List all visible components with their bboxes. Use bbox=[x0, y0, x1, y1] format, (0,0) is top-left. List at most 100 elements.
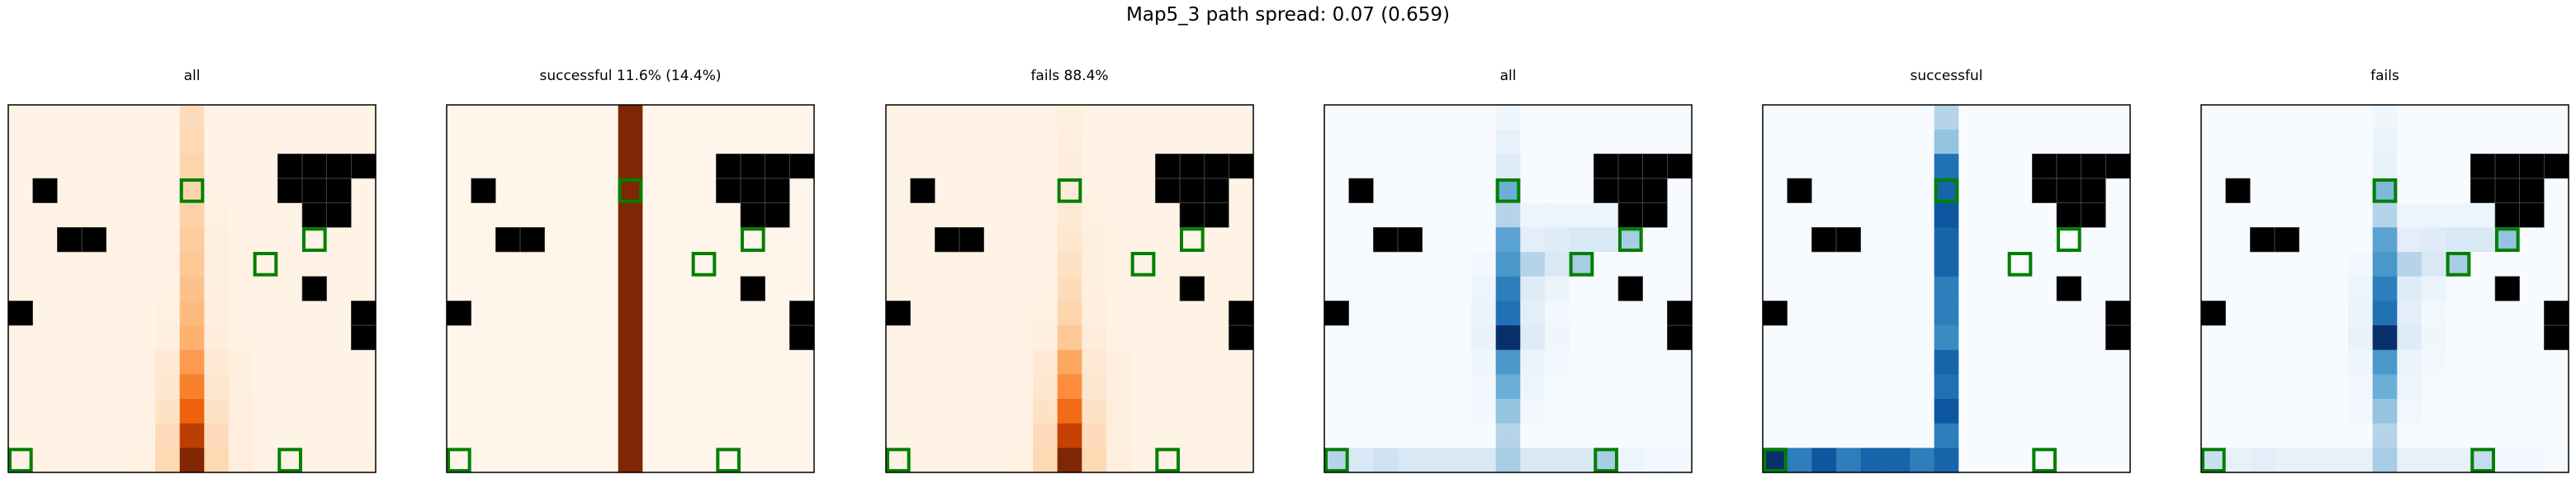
heatmap-cell bbox=[2519, 448, 2545, 473]
heatmap-cell bbox=[1520, 252, 1546, 277]
heatmap-cell bbox=[1520, 374, 1546, 400]
heatmap-cell bbox=[910, 202, 935, 228]
heatmap-cell bbox=[569, 301, 594, 326]
heatmap-cell bbox=[1787, 105, 1812, 130]
heatmap-cell bbox=[2007, 374, 2033, 400]
heatmap-cell bbox=[983, 448, 1009, 473]
heatmap-cell bbox=[1860, 178, 1886, 204]
heatmap-cell bbox=[2519, 129, 2545, 154]
heatmap-cell bbox=[1910, 448, 1935, 473]
target-marker bbox=[1180, 227, 1205, 252]
heatmap-cell bbox=[642, 325, 668, 351]
obstacle-cell bbox=[277, 154, 303, 179]
heatmap-cell bbox=[229, 202, 254, 228]
heatmap-cell bbox=[910, 252, 935, 277]
heatmap-cell bbox=[741, 349, 766, 375]
heatmap-cell bbox=[1934, 154, 1959, 179]
heatmap-cell bbox=[57, 349, 83, 375]
heatmap-cell bbox=[1958, 105, 1984, 130]
heatmap-cell bbox=[326, 276, 352, 301]
heatmap-cell bbox=[1495, 178, 1521, 204]
heatmap-cell bbox=[1520, 227, 1546, 253]
heatmap-cell bbox=[253, 129, 278, 154]
heatmap-cell bbox=[520, 276, 546, 301]
heatmap-cell bbox=[82, 178, 107, 204]
heatmap-cell bbox=[57, 252, 83, 277]
panel-frame bbox=[1762, 104, 2131, 473]
heatmap-cell bbox=[2105, 202, 2131, 228]
heatmap-cell bbox=[1204, 399, 1229, 424]
heatmap-cell bbox=[8, 325, 34, 351]
heatmap-cell bbox=[2299, 178, 2324, 204]
heatmap-cell bbox=[618, 252, 643, 277]
obstacle-cell bbox=[82, 227, 107, 253]
heatmap-cell bbox=[1471, 252, 1497, 277]
heatmap-cell bbox=[2544, 105, 2569, 130]
obstacle-cell bbox=[2201, 301, 2227, 326]
heatmap-cell bbox=[2057, 129, 2082, 154]
obstacle-cell bbox=[277, 178, 303, 204]
heatmap-cell bbox=[520, 448, 546, 473]
heatmap-cell bbox=[935, 301, 960, 326]
heatmap-cell bbox=[1229, 105, 1254, 130]
heatmap-cell bbox=[32, 423, 58, 448]
heatmap-cell bbox=[106, 276, 131, 301]
heatmap-cell bbox=[789, 202, 815, 228]
heatmap-cell bbox=[1229, 178, 1254, 204]
heatmap-cell bbox=[1667, 423, 1693, 448]
heatmap-cell bbox=[1180, 252, 1205, 277]
heatmap-cell bbox=[959, 301, 985, 326]
heatmap-cell bbox=[155, 202, 181, 228]
heatmap-cell bbox=[1204, 349, 1229, 375]
heatmap-cell bbox=[1667, 276, 1693, 301]
heatmap-cell bbox=[667, 276, 693, 301]
heatmap-cell bbox=[2275, 423, 2300, 448]
heatmap-cell bbox=[2544, 374, 2569, 400]
heatmap-cell bbox=[765, 227, 790, 253]
heatmap-cell bbox=[1860, 349, 1886, 375]
heatmap-cell bbox=[2422, 374, 2447, 400]
heatmap-cell bbox=[1324, 325, 1350, 351]
heatmap-cell bbox=[1348, 276, 1374, 301]
heatmap-cell bbox=[1155, 105, 1181, 130]
heatmap-cell bbox=[106, 202, 131, 228]
heatmap-cell bbox=[1447, 325, 1472, 351]
heatmap-cell bbox=[1082, 105, 1107, 130]
heatmap-cell bbox=[447, 178, 472, 204]
heatmap-cell bbox=[667, 154, 693, 179]
heatmap-cell bbox=[32, 105, 58, 130]
heatmap-cell bbox=[32, 301, 58, 326]
heatmap-cell bbox=[277, 129, 303, 154]
heatmap-cell bbox=[351, 105, 376, 130]
heatmap-cell bbox=[594, 252, 619, 277]
heatmap-cell bbox=[1520, 349, 1546, 375]
heatmap-cell bbox=[594, 105, 619, 130]
heatmap-cell bbox=[2422, 105, 2447, 130]
heatmap-cell bbox=[594, 448, 619, 473]
heatmap-cell bbox=[741, 105, 766, 130]
heatmap-cell bbox=[2225, 448, 2251, 473]
heatmap-cell bbox=[1373, 399, 1399, 424]
heatmap-cell bbox=[1057, 105, 1082, 130]
heatmap-cell bbox=[2201, 178, 2227, 204]
heatmap-cell bbox=[886, 349, 912, 375]
heatmap-cell bbox=[1667, 349, 1693, 375]
panel-title-3: all bbox=[1499, 68, 1517, 84]
obstacle-cell bbox=[1667, 325, 1693, 351]
heatmap-cell bbox=[2446, 374, 2471, 400]
heatmap-cell bbox=[2081, 423, 2106, 448]
obstacle-cell-edge bbox=[519, 227, 545, 253]
heatmap-cell bbox=[667, 252, 693, 277]
heatmap-cell bbox=[2057, 423, 2082, 448]
heatmap-cell bbox=[1082, 154, 1107, 179]
heatmap-cell bbox=[2446, 399, 2471, 424]
heatmap-cell bbox=[351, 399, 376, 424]
heatmap-cell bbox=[130, 276, 156, 301]
heatmap-cell bbox=[253, 154, 278, 179]
heatmap-cell bbox=[2081, 374, 2106, 400]
heatmap-cell bbox=[2495, 301, 2521, 326]
heatmap-cell bbox=[886, 105, 912, 130]
heatmap-cell bbox=[2422, 276, 2447, 301]
heatmap-cell bbox=[2299, 325, 2324, 351]
heatmap-cell bbox=[569, 105, 594, 130]
